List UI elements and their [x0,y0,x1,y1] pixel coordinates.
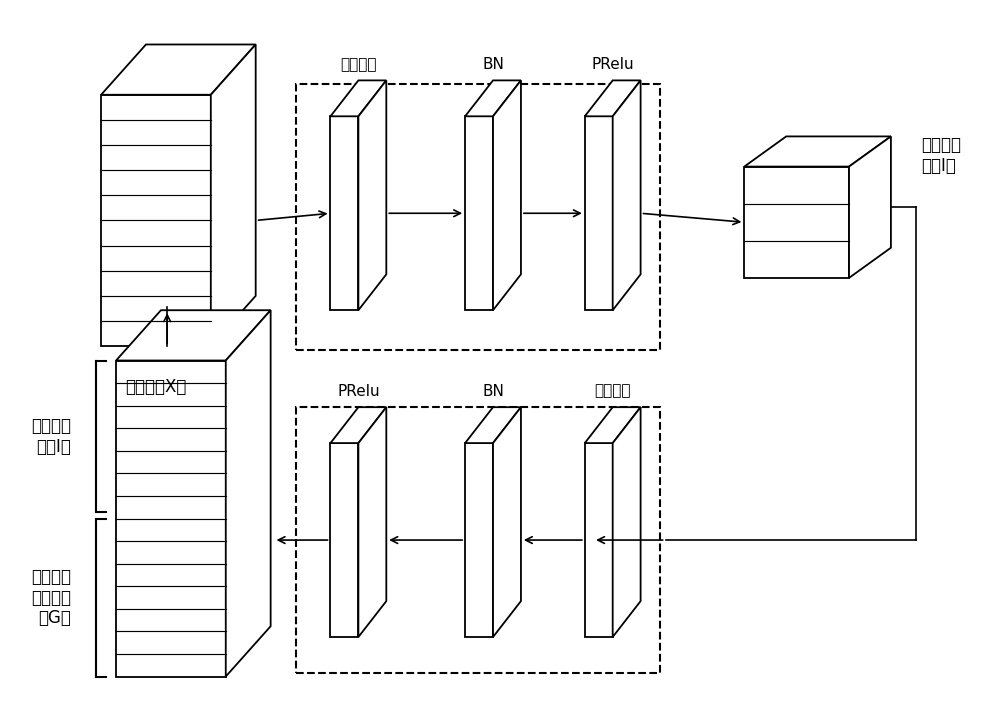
Polygon shape [465,407,521,443]
Polygon shape [613,81,641,310]
Text: 自适应重
影特征图
（G）: 自适应重 影特征图 （G） [31,567,71,627]
Polygon shape [211,45,256,346]
Polygon shape [613,407,641,637]
Text: 固有特征
图（I）: 固有特征 图（I） [31,417,71,456]
Polygon shape [493,407,521,637]
Polygon shape [330,116,358,310]
Polygon shape [358,407,386,637]
Text: BN: BN [482,384,504,399]
Text: PRelu: PRelu [591,57,634,72]
Polygon shape [101,45,256,94]
Polygon shape [493,81,521,310]
Text: 普通卷积: 普通卷积 [340,57,377,72]
Polygon shape [330,407,386,443]
Polygon shape [465,443,493,637]
Polygon shape [585,116,613,310]
Polygon shape [116,310,271,360]
Polygon shape [585,81,641,116]
Polygon shape [744,136,891,167]
Polygon shape [116,360,226,676]
Polygon shape [330,443,358,637]
Polygon shape [585,407,641,443]
Text: BN: BN [482,57,504,72]
Polygon shape [465,81,521,116]
Polygon shape [849,136,891,278]
Text: PRelu: PRelu [337,384,380,399]
Text: 特征图（X）: 特征图（X） [125,379,187,397]
Polygon shape [330,81,386,116]
Bar [296,407,660,673]
Polygon shape [358,81,386,310]
Polygon shape [226,310,271,676]
Polygon shape [101,94,211,346]
Polygon shape [744,167,849,278]
Bar [296,84,660,350]
Polygon shape [465,116,493,310]
Polygon shape [585,443,613,637]
Text: 固有特征
图（I）: 固有特征 图（I） [921,136,961,175]
Text: 分组卷积: 分组卷积 [594,384,631,399]
